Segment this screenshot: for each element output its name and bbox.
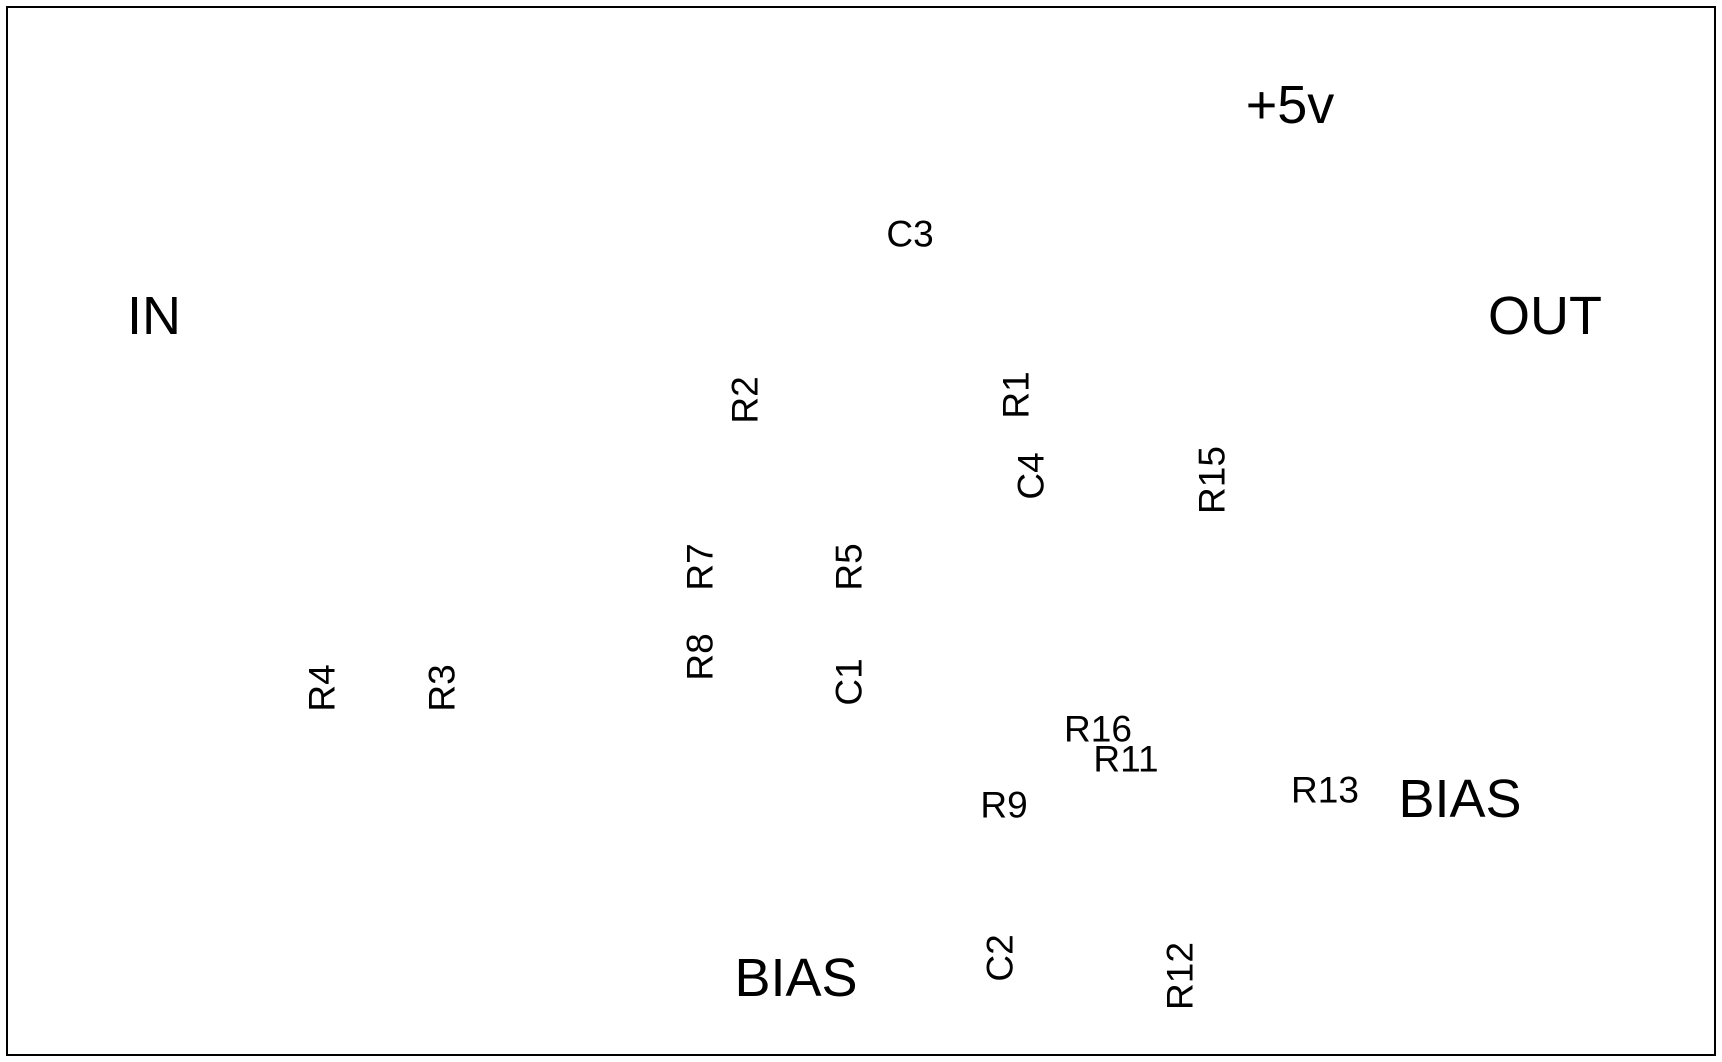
designator-r2: R2 bbox=[724, 376, 766, 424]
net-label-supply: +5v bbox=[1245, 75, 1335, 135]
designator-r12: R12 bbox=[1159, 942, 1201, 1010]
designator-c3: C3 bbox=[886, 213, 934, 255]
designator-r15: R15 bbox=[1191, 446, 1233, 514]
designator-r1: R1 bbox=[995, 371, 1037, 419]
designator-r13: R13 bbox=[1291, 769, 1359, 811]
designator-r8: R8 bbox=[679, 633, 721, 681]
net-label-output: OUT bbox=[1488, 286, 1602, 346]
designator-c1: C1 bbox=[828, 658, 870, 706]
net-label-bias-right: BIAS bbox=[1398, 769, 1522, 829]
designator-r11: R11 bbox=[1093, 738, 1159, 780]
board-outline bbox=[6, 6, 1716, 1056]
designator-c2: C2 bbox=[979, 934, 1021, 982]
designator-r4: R4 bbox=[301, 664, 343, 712]
designator-r9: R9 bbox=[980, 784, 1028, 826]
designator-r3: R3 bbox=[421, 664, 463, 712]
designator-r7: R7 bbox=[679, 543, 721, 591]
net-label-input: IN bbox=[127, 286, 181, 346]
designator-r16: R16 bbox=[1064, 708, 1132, 750]
designator-r5: R5 bbox=[828, 543, 870, 591]
designator-c4: C4 bbox=[1010, 452, 1052, 500]
net-label-bias-bottom: BIAS bbox=[734, 948, 858, 1008]
